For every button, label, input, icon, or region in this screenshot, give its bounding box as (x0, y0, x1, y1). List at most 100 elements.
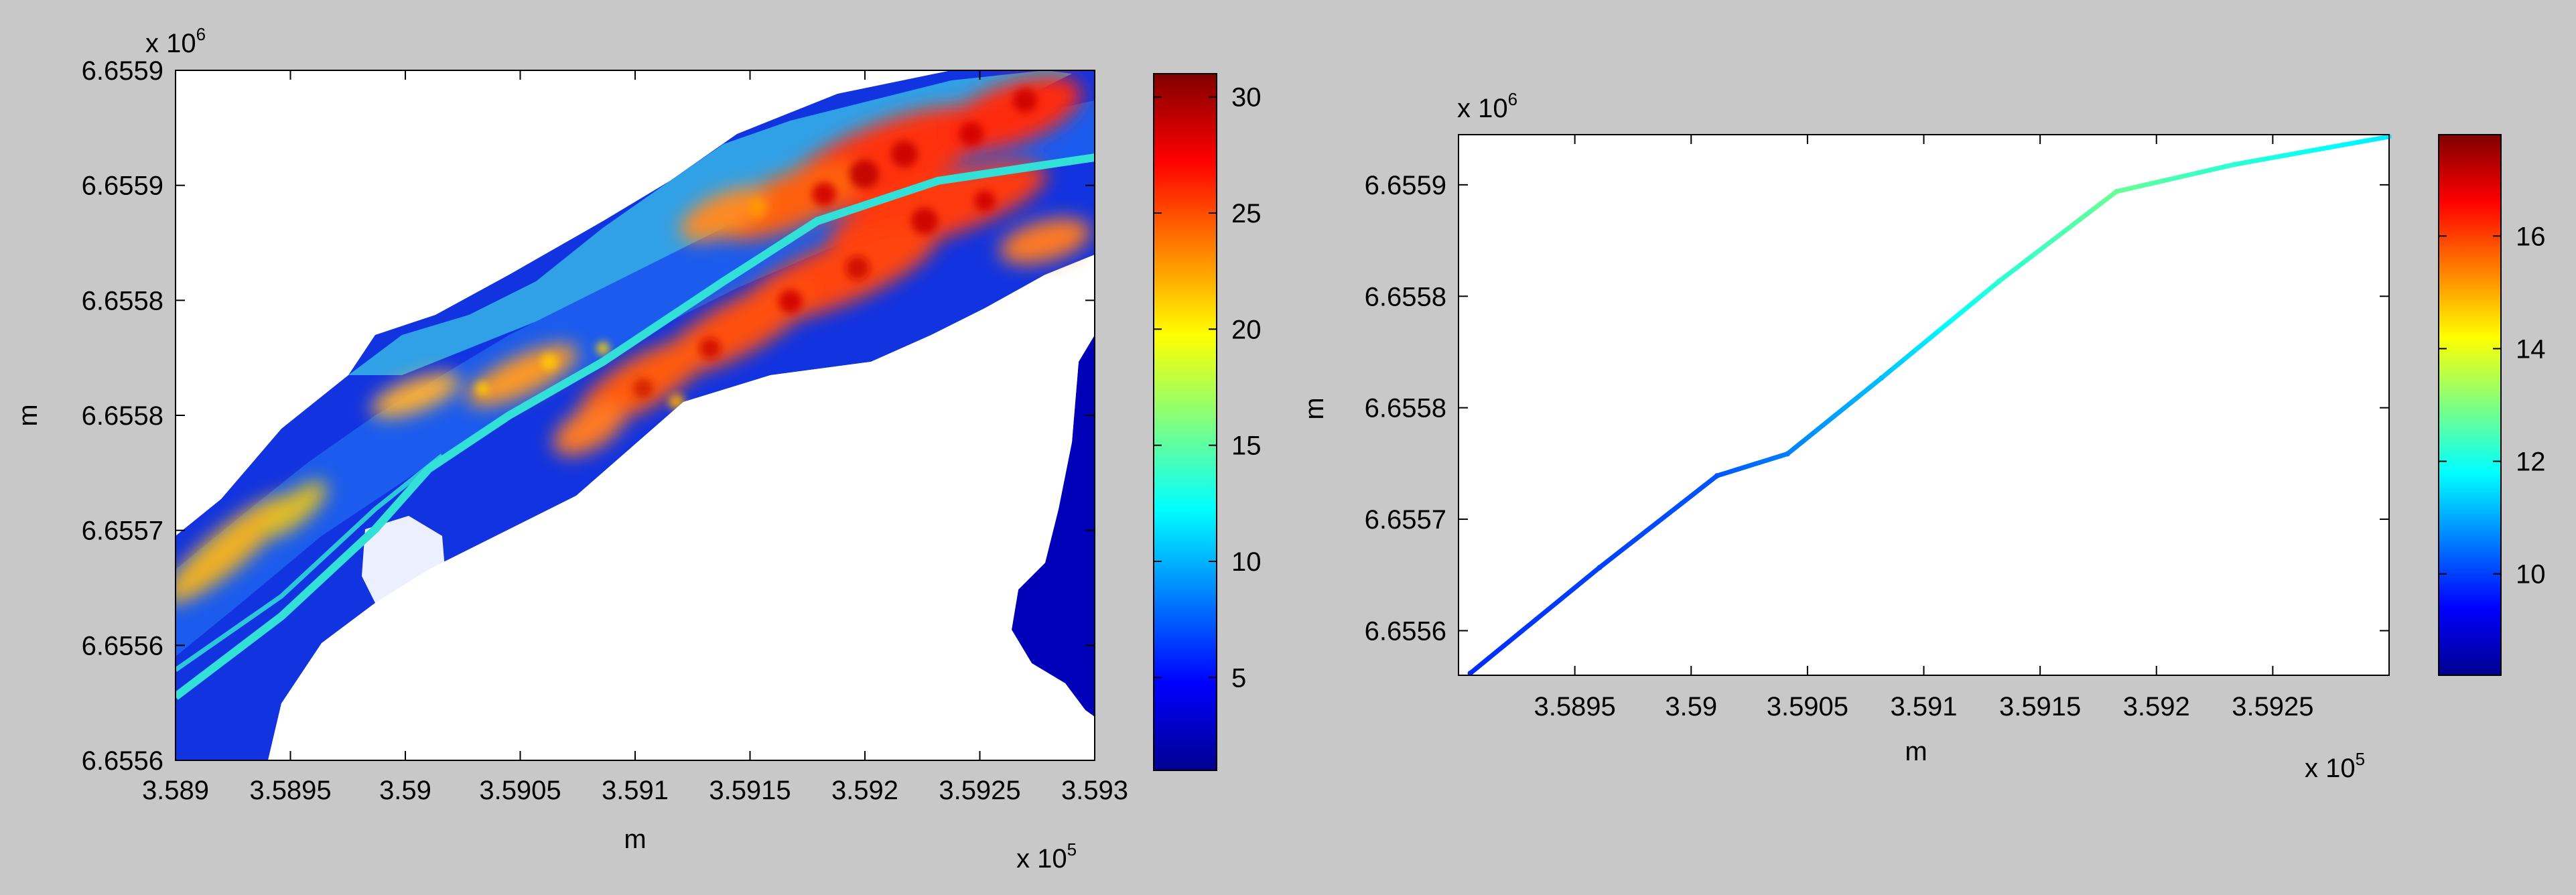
heatmap-y-ticks: 6.6556 6.6556 6.6557 6.6558 6.6558 6.6559 6.65… (82, 56, 1095, 776)
colorbar-tick-label: 15 (1231, 431, 1262, 461)
empty-region (268, 275, 1095, 760)
track-line (176, 153, 1095, 700)
series-segment (1571, 575, 1589, 592)
series-point (1996, 278, 2002, 284)
series-segment (1632, 528, 1649, 543)
series-segment (2020, 252, 2037, 266)
series-segment (2043, 234, 2060, 248)
colorbar-tick-label: 10 (2516, 560, 2546, 590)
series-segment (1950, 307, 1966, 323)
series-segment (1481, 649, 1499, 665)
series-segment (1545, 597, 1564, 612)
series-segment (1558, 586, 1576, 602)
series-segment (1468, 660, 1486, 676)
series-point (1714, 473, 1720, 479)
y-tick-label: 6.6559 (1365, 171, 1446, 200)
series-segment (2262, 153, 2283, 161)
series-segment (1506, 628, 1525, 644)
right-ground-region (1012, 335, 1095, 717)
heatmap-image (176, 70, 1095, 760)
x-tick-label: 3.5915 (1999, 692, 2081, 721)
series-segment (2278, 151, 2299, 159)
series-segment (1902, 346, 1919, 361)
series-segment (2324, 142, 2346, 151)
line-x-exponent-power: 5 (2356, 749, 2365, 769)
colorbar-tick-label: 5 (1231, 663, 1246, 693)
heatmap-panel: 3.589 3.5895 3.59 3.5905 3.591 3.5915 3.592 3.5… (13, 24, 1262, 874)
series-segment (1938, 318, 1955, 332)
line-colorbar-ticks: 10 12 14 16 (2439, 222, 2546, 590)
series-segment (2090, 198, 2108, 212)
line-x-axis-label: m (1905, 737, 1927, 766)
series-segment (1493, 639, 1511, 655)
heatmap-x-exponent-label: x 105 (1016, 839, 1077, 874)
line-y-axis-label: m (1300, 397, 1329, 419)
series-point (2231, 161, 2237, 167)
blue-band (176, 100, 1095, 657)
series-segment (1584, 565, 1602, 581)
series-point (2114, 188, 2120, 194)
x-tick-label: 3.591 (602, 776, 669, 805)
x-tick-label: 3.5905 (479, 776, 561, 805)
heatmap-x-exponent-power: 5 (1067, 839, 1077, 859)
heatmap-colorbar (1153, 73, 1217, 771)
canopy-hotspots (176, 76, 1091, 604)
y-tick-label: 6.6558 (1365, 282, 1446, 312)
series-segment (2309, 145, 2329, 153)
x-tick-label: 3.5895 (249, 776, 331, 805)
series-segment (2031, 243, 2049, 257)
heatmap-y-exponent-label: x 106 (145, 24, 206, 58)
series-segment (2356, 137, 2376, 145)
heatmap-colorbar-ticks: 5 10 15 20 25 30 (1154, 83, 1262, 693)
colorbar-tick-label: 10 (1231, 547, 1262, 577)
series-segment (1644, 519, 1661, 533)
series-segment (1691, 482, 1708, 497)
x-tick-label: 3.589 (142, 776, 209, 805)
y-tick-label: 6.6558 (1365, 394, 1446, 423)
heatmap-y-axis-label: m (13, 404, 43, 426)
x-tick-label: 3.5905 (1767, 692, 1848, 721)
series-point (1879, 375, 1885, 381)
line-x-exponent-base: x 10 (2305, 754, 2356, 783)
heatmap-x-axis-label: m (624, 825, 646, 854)
line-y-exponent-label: x 106 (1457, 89, 1517, 123)
series-segment (1621, 537, 1637, 552)
y-tick-label: 6.6557 (82, 517, 163, 546)
series-segment (1609, 547, 1626, 561)
series-segment (2008, 261, 2025, 275)
x-tick-label: 3.5925 (939, 776, 1020, 805)
x-tick-label: 3.592 (2123, 692, 2190, 721)
series-segment (1679, 492, 1696, 506)
x-tick-label: 3.593 (1061, 776, 1128, 805)
y-tick-label: 6.6559 (82, 56, 163, 86)
series-segment (1668, 500, 1684, 515)
x-tick-label: 3.592 (831, 776, 898, 805)
heatmap-y-exponent-base: x 10 (145, 29, 196, 58)
line-colorbar (2438, 134, 2502, 676)
line-x-exponent-label: x 105 (2305, 749, 2365, 783)
series-point (1597, 565, 1603, 571)
line-y-ticks: 6.6556 6.6557 6.6558 6.6558 6.6559 (1365, 171, 2389, 646)
series-segment (2055, 224, 2072, 239)
series-segment (2340, 139, 2361, 147)
y-tick-label: 6.6559 (82, 171, 163, 201)
y-tick-label: 6.6556 (82, 746, 163, 776)
series-segment (1973, 288, 1990, 303)
track-line-secondary (176, 454, 444, 672)
series-segment (2079, 207, 2096, 221)
line-axes-background (1459, 135, 2389, 675)
colorbar-tick-label: 14 (2516, 334, 2546, 364)
x-tick-label: 3.5915 (709, 776, 791, 805)
y-tick-label: 6.6557 (1365, 505, 1446, 535)
x-tick-label: 3.59 (379, 776, 431, 805)
series-segment (1961, 298, 1978, 313)
series-segment (2067, 216, 2084, 230)
series-segment (2293, 148, 2314, 156)
y-tick-label: 6.6558 (82, 401, 163, 431)
series-segment (1519, 618, 1538, 634)
series-segment (1655, 510, 1673, 525)
colorbar-tick-label: 20 (1231, 315, 1262, 344)
x-tick-label: 3.5925 (2232, 692, 2313, 721)
colorbar-tick-label: 25 (1231, 199, 1262, 228)
